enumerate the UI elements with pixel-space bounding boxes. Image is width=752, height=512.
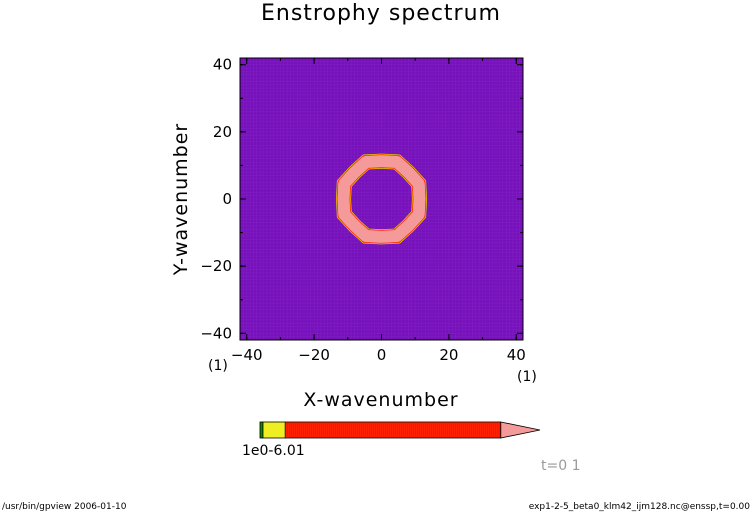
y-tick-label: 20: [213, 123, 232, 141]
footer-left: /usr/bin/gpview 2006-01-10: [2, 502, 127, 512]
time-label: t=0 1: [541, 458, 580, 474]
footer-right: exp1-2-5_beta0_klm42_ijm128.nc@enssp,t=0…: [529, 502, 751, 512]
y-unit-label: (1): [208, 358, 228, 374]
y-axis-label: Y-wavenumber: [170, 123, 192, 276]
colorbar-texture: [285, 422, 500, 438]
colorbar-extension: [500, 421, 541, 439]
plot-background: [240, 58, 523, 340]
x-axis-label: X-wavenumber: [303, 389, 458, 411]
x-tick-label: −40: [231, 346, 263, 364]
x-tick-label: 0: [377, 346, 387, 364]
colorbar-segment: [259, 421, 264, 439]
chart-title: Enstrophy spectrum: [261, 1, 501, 26]
y-axis-ticks: −40 −20 0 20 40: [200, 56, 523, 342]
y-tick-label: 40: [213, 56, 232, 74]
colorbar-tick-labels: 1e0-6.01: [242, 443, 305, 459]
y-tick-label: 0: [222, 190, 232, 208]
colorbar: [259, 421, 541, 439]
x-tick-label: 40: [507, 346, 526, 364]
plot-area: [239, 57, 524, 341]
y-tick-label: −40: [200, 324, 232, 342]
x-tick-label: −20: [298, 346, 330, 364]
x-tick-label: 20: [439, 346, 458, 364]
x-axis-ticks: −40 −20 0 20 40: [231, 58, 526, 364]
ring-band: [337, 155, 426, 243]
x-unit-label: (1): [517, 369, 537, 385]
colorbar-segment: [262, 421, 286, 439]
colorbar-segment: [284, 421, 502, 439]
enstrophy-ring: [335, 153, 428, 245]
y-tick-label: −20: [200, 257, 232, 275]
